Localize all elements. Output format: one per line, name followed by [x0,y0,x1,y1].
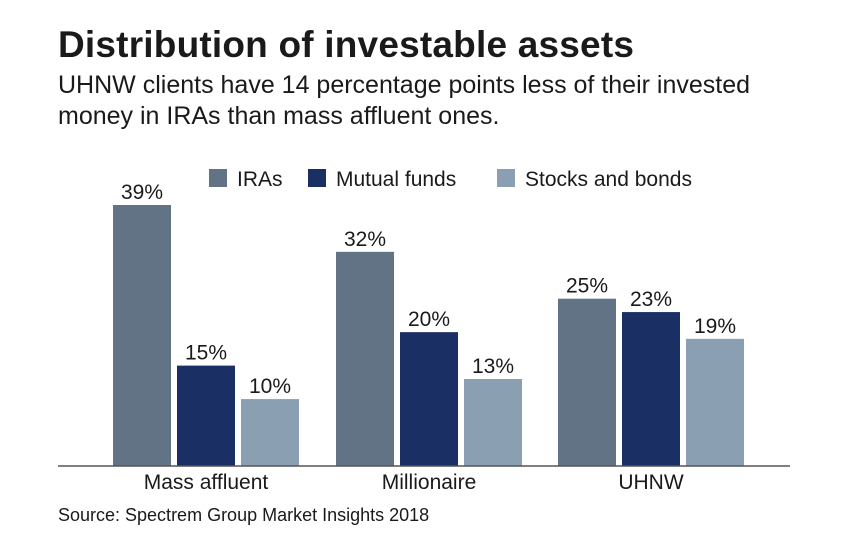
x-tick-label-uhnw: UHNW [618,471,683,494]
bar-group-uhnw: 25% 23% 19% [558,275,744,466]
x-tick-label-mass-affluent: Mass affluent [144,471,269,494]
data-label-millionaire-mutual-funds: 20% [408,308,450,331]
data-label-mass-affluent-iras: 39% [121,181,163,204]
legend-swatch-mutual-funds [308,169,326,187]
data-label-millionaire-iras: 32% [344,228,386,251]
legend-item-mutual-funds: Mutual funds [308,168,456,191]
bar-millionaire-mutual-funds [400,332,458,466]
chart-title: Distribution of investable assets [58,24,635,65]
bar-groups: 39% 15% 10% 32% 20% 13% 25% 23% 19% [113,181,744,466]
data-label-mass-affluent-mutual-funds: 15% [185,342,227,365]
chart-legend: IRAs Mutual funds Stocks and bonds [209,168,692,191]
bar-uhnw-mutual-funds [622,312,680,466]
data-label-uhnw-mutual-funds: 23% [630,288,672,311]
legend-item-iras: IRAs [209,168,283,191]
legend-label-stocks-and-bonds: Stocks and bonds [525,168,692,191]
bar-uhnw-iras [558,298,616,466]
bar-mass-affluent-iras [113,205,171,466]
x-axis-labels: Mass affluent Millionaire UHNW [144,471,684,494]
source-note: Source: Spectrem Group Market Insights 2… [58,505,430,525]
bar-uhnw-stocks-and-bonds [686,338,744,466]
data-label-millionaire-stocks-and-bonds: 13% [472,355,514,378]
data-label-mass-affluent-stocks-and-bonds: 10% [249,375,291,398]
data-label-uhnw-stocks-and-bonds: 19% [694,315,736,338]
bar-mass-affluent-mutual-funds [177,365,235,466]
data-label-uhnw-iras: 25% [566,275,608,298]
x-tick-label-millionaire: Millionaire [382,471,477,494]
bar-mass-affluent-stocks-and-bonds [241,399,299,466]
legend-item-stocks-and-bonds: Stocks and bonds [497,168,692,191]
chart-subtitle: UHNW clients have 14 percentage points l… [58,71,751,130]
bar-group-millionaire: 32% 20% 13% [336,228,522,466]
legend-swatch-stocks-and-bonds [497,169,515,187]
bar-group-mass-affluent: 39% 15% 10% [113,181,299,466]
legend-label-mutual-funds: Mutual funds [336,168,456,191]
bar-chart: IRAs Mutual funds Stocks and bonds 39% 15% 1… [58,168,790,494]
legend-swatch-iras [209,169,227,187]
legend-label-iras: IRAs [237,168,283,191]
bar-millionaire-iras [336,251,394,466]
bar-millionaire-stocks-and-bonds [464,379,522,466]
